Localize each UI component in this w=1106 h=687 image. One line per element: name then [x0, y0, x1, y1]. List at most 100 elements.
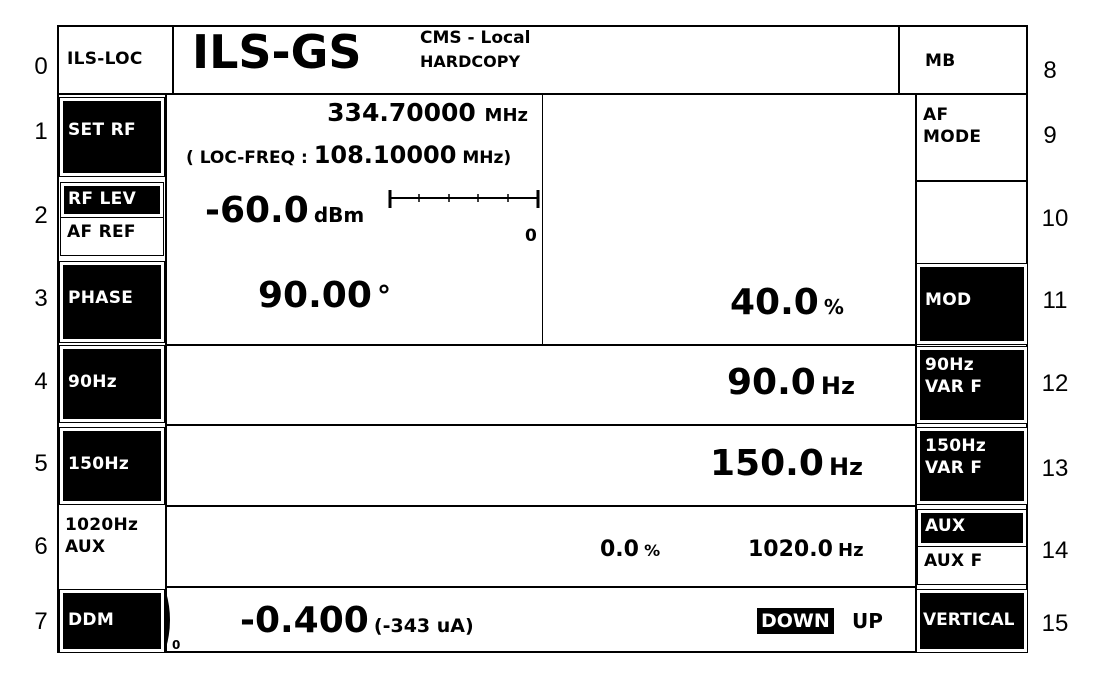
aux-option[interactable]: AUX — [917, 509, 1027, 547]
row-number-7: 7 — [34, 608, 48, 635]
rf-level[interactable]: -60.0 dBm — [205, 190, 364, 232]
var150-label-1: 150Hz — [925, 436, 987, 456]
mod-label: MOD — [925, 290, 972, 310]
phase-button[interactable]: PHASE — [59, 261, 165, 343]
aux-freq-unit: Hz — [838, 540, 864, 561]
rf-lev-af-ref-toggle[interactable]: RF LEV AF REF — [60, 182, 164, 256]
divider — [898, 25, 900, 95]
rf-frequency-unit: MHz — [484, 105, 528, 126]
page-title: ILS-GS — [192, 25, 362, 79]
rf-frequency-value: 334.70000 — [327, 98, 476, 127]
divider — [915, 93, 917, 653]
row-number-12: 12 — [1041, 370, 1069, 397]
row-number-5: 5 — [34, 450, 48, 477]
mod-button[interactable]: MOD — [916, 263, 1028, 345]
phase-label: PHASE — [68, 288, 134, 308]
divider — [165, 93, 167, 653]
aux-depth-value: 0.0 — [600, 537, 639, 562]
loc-freq-value: 108.10000 — [313, 141, 457, 169]
row-number-2: 2 — [34, 202, 48, 229]
rf-level-bar — [388, 190, 540, 208]
f150-value: 150.0 — [710, 443, 824, 484]
divider — [165, 505, 917, 507]
set-rf-label: SET RF — [68, 120, 136, 140]
hz90-button[interactable]: 90Hz — [59, 345, 165, 423]
loc-freq-label: ( LOC-FREQ : — [186, 148, 308, 168]
row-number-0: 0 — [34, 53, 48, 80]
row-number-11: 11 — [1042, 287, 1068, 314]
row-number-15: 15 — [1041, 610, 1069, 637]
aux-freq-display[interactable]: 1020.0 Hz — [748, 537, 864, 563]
aux-label: AUX — [65, 537, 106, 557]
f150-unit: Hz — [828, 453, 864, 481]
mod-value: 40.0 — [730, 282, 819, 323]
ddm-value: -0.400 — [240, 600, 369, 641]
ddm-label: DDM — [68, 610, 115, 630]
hz150-label: 150Hz — [68, 454, 130, 474]
rf-level-value: -60.0 — [205, 190, 309, 231]
af-mode-button[interactable]: AF MODE — [918, 100, 987, 152]
status-hardcopy: HARDCOPY — [420, 52, 521, 71]
loc-frequency: ( LOC-FREQ : 108.10000 MHz) — [186, 140, 511, 173]
aux-f-option[interactable]: AUX F — [918, 546, 1026, 576]
row-number-9: 9 — [1043, 122, 1057, 149]
row-number-3: 3 — [34, 285, 48, 312]
up-option[interactable]: UP — [852, 609, 883, 633]
ddm-indicator — [166, 592, 170, 648]
row-number-10: 10 — [1041, 205, 1069, 232]
rf-lev-option[interactable]: RF LEV — [60, 182, 164, 218]
ddm-scale-zero: 0 — [172, 638, 181, 652]
mod-unit: % — [823, 295, 844, 319]
divider — [542, 93, 543, 345]
mode-ils-loc-button[interactable]: ILS-LOC — [62, 44, 148, 74]
hz1020-label: 1020Hz — [65, 515, 139, 535]
f90-unit: Hz — [820, 372, 855, 400]
aux-depth-unit: % — [644, 541, 661, 560]
aux-freq-value: 1020.0 — [748, 537, 833, 562]
rf-frequency[interactable]: 334.70000 MHz — [327, 98, 528, 131]
var150-button[interactable]: 150Hz VAR F — [916, 427, 1028, 505]
divider — [165, 424, 917, 426]
status-remote: CMS - Local — [420, 28, 531, 48]
f90-value: 90.0 — [727, 362, 816, 403]
divider — [165, 586, 917, 588]
af-mode-label-2: MODE — [923, 127, 982, 147]
var90-label-2: VAR F — [925, 377, 983, 397]
vertical-label: VERTICAL — [923, 610, 1015, 630]
phase-display[interactable]: 90.00 ° — [258, 275, 391, 317]
var90-button[interactable]: 90Hz VAR F — [916, 346, 1028, 424]
row-number-1: 1 — [34, 118, 48, 145]
aux-depth-display[interactable]: 0.0 % — [600, 537, 660, 563]
af-ref-option[interactable]: AF REF — [61, 217, 163, 247]
hz90-label: 90Hz — [68, 372, 117, 392]
rf-level-unit: dBm — [313, 203, 365, 227]
row-number-13: 13 — [1041, 455, 1069, 482]
hz1020-aux-button[interactable]: 1020Hz AUX — [60, 510, 164, 584]
divider — [172, 25, 174, 95]
row-number-6: 6 — [34, 533, 48, 560]
f150-display[interactable]: 150.0 Hz — [710, 443, 863, 485]
phase-unit: ° — [376, 279, 391, 312]
mod-display[interactable]: 40.0 % — [730, 282, 844, 324]
f90-display[interactable]: 90.0 Hz — [727, 362, 855, 404]
ddm-button[interactable]: DDM — [59, 589, 165, 653]
row-number-8: 8 — [1043, 57, 1057, 84]
set-rf-button[interactable]: SET RF — [59, 97, 165, 177]
loc-freq-unit: MHz) — [462, 148, 512, 168]
down-option[interactable]: DOWN — [757, 608, 834, 634]
divider — [917, 180, 1027, 182]
vertical-button[interactable]: VERTICAL — [916, 589, 1028, 653]
mb-button[interactable]: MB — [920, 46, 961, 76]
var90-label-1: 90Hz — [925, 355, 974, 375]
hz150-button[interactable]: 150Hz — [59, 427, 165, 505]
rf-level-scale-zero: 0 — [525, 226, 537, 246]
var150-label-2: VAR F — [925, 458, 983, 478]
af-mode-label-1: AF — [923, 105, 949, 125]
divider — [165, 344, 917, 346]
row-number-4: 4 — [34, 368, 48, 395]
row-number-14: 14 — [1041, 537, 1069, 564]
ddm-current: (-343 uA) — [373, 615, 474, 637]
phase-value: 90.00 — [258, 275, 372, 316]
ddm-display[interactable]: -0.400 (-343 uA) — [240, 600, 474, 642]
aux-toggle[interactable]: AUX AUX F — [917, 509, 1027, 585]
